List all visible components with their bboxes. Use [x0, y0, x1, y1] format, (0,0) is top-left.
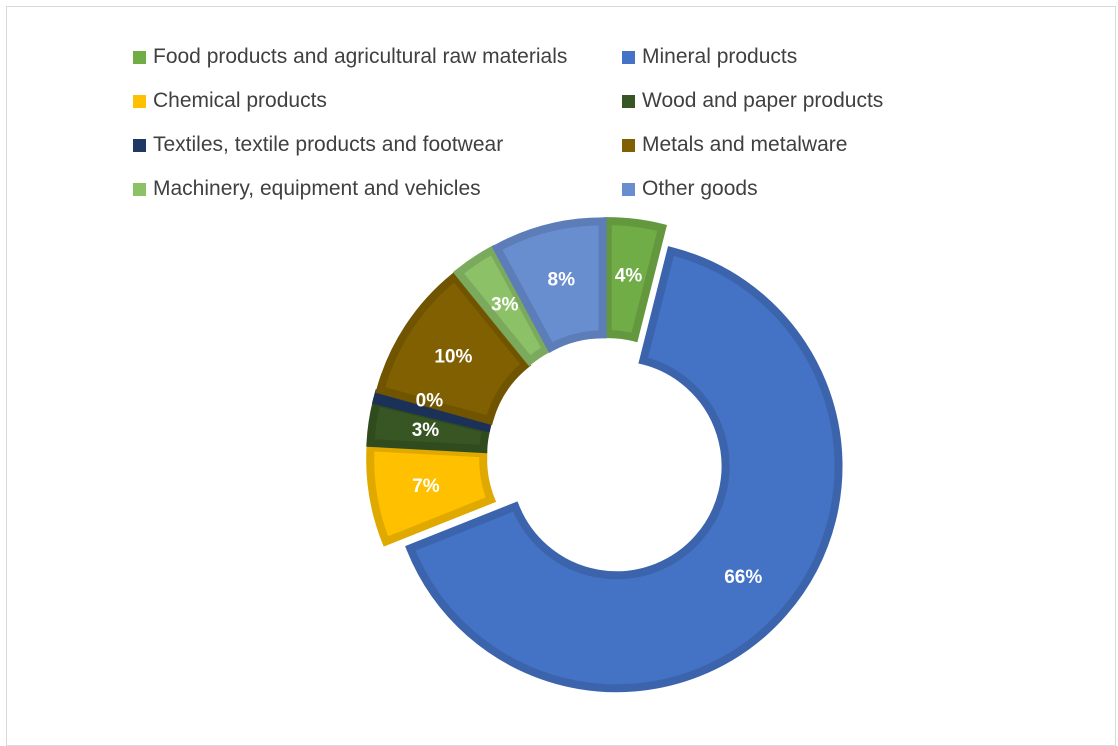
legend-item-chemical: Chemical products	[133, 83, 622, 119]
legend-label-textiles: Textiles, textile products and footwear	[153, 133, 504, 156]
legend-item-mineral: Mineral products	[622, 39, 922, 75]
legend-item-machinery: Machinery, equipment and vehicles	[133, 171, 622, 207]
data-label-food: 4%	[615, 265, 643, 286]
legend-label-other: Other goods	[642, 177, 758, 200]
legend-item-food: Food products and agricultural raw mater…	[133, 39, 622, 75]
legend-swatch-mineral	[622, 50, 635, 64]
data-label-textiles: 0%	[416, 390, 444, 411]
legend-label-mineral: Mineral products	[642, 45, 798, 68]
legend-swatch-metals	[622, 138, 635, 152]
legend-label-metals: Metals and metalware	[642, 133, 848, 156]
legend-item-wood: Wood and paper products	[622, 83, 922, 119]
data-label-machinery: 3%	[491, 295, 519, 316]
legend-swatch-food	[133, 50, 146, 64]
legend-label-wood: Wood and paper products	[642, 89, 884, 112]
data-label-mineral: 66%	[724, 567, 762, 588]
donut-slice-machinery	[452, 244, 552, 367]
data-label-metals: 10%	[434, 346, 472, 367]
legend-swatch-machinery	[133, 182, 146, 196]
data-label-chemical: 7%	[412, 476, 440, 497]
donut-slice-mineral	[405, 246, 843, 693]
donut-chart: 4% 66% 7% 3% 0% 10% 3% 8%	[366, 217, 843, 693]
legend-swatch-chemical	[133, 94, 146, 108]
donut-slice-chemical	[366, 443, 497, 547]
data-label-other: 8%	[548, 270, 576, 291]
legend-item-textiles: Textiles, textile products and footwear	[133, 127, 622, 163]
legend-label-food: Food products and agricultural raw mater…	[153, 45, 568, 68]
legend: Food products and agricultural raw mater…	[133, 39, 933, 207]
data-label-wood: 3%	[412, 420, 440, 441]
donut-slice-metals	[375, 271, 532, 426]
legend-label-machinery: Machinery, equipment and vehicles	[153, 177, 481, 200]
legend-item-other: Other goods	[622, 171, 922, 207]
legend-swatch-wood	[622, 94, 635, 108]
donut-slice-textiles	[371, 389, 493, 433]
legend-item-metals: Metals and metalware	[622, 127, 922, 163]
legend-swatch-other	[622, 182, 635, 196]
legend-swatch-textiles	[133, 138, 146, 152]
legend-label-chemical: Chemical products	[153, 89, 327, 112]
donut-slice-other	[491, 217, 607, 353]
donut-slice-food	[603, 217, 667, 343]
